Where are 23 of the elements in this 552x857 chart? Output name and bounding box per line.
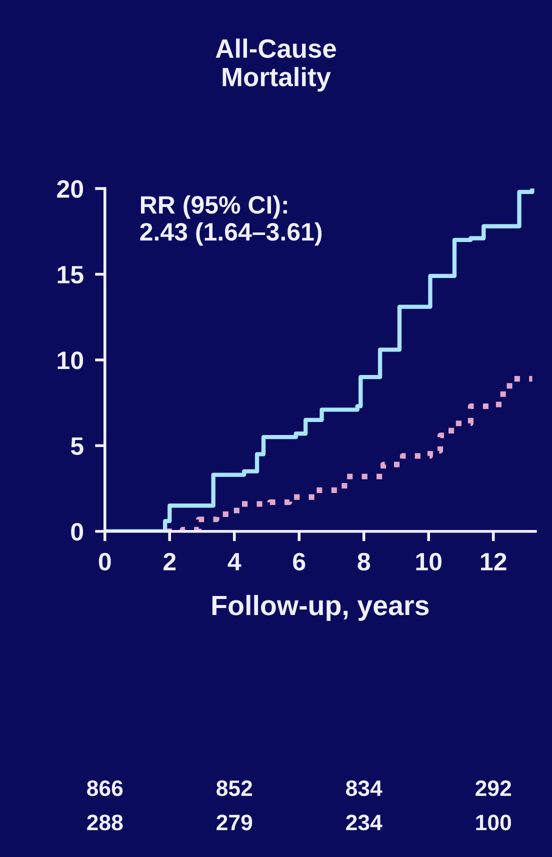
x-tick-label: 12 bbox=[481, 552, 506, 570]
annotation: RR (95% CI): 2.43 (1.64–3.61) bbox=[140, 195, 322, 246]
x-axis-title: Follow-up, years bbox=[212, 594, 429, 621]
chart-title: All-Cause Mortality bbox=[216, 38, 336, 92]
x-tick-label: 10 bbox=[416, 552, 442, 571]
y-tick-label: 15 bbox=[58, 266, 84, 284]
y-tick-label: 10 bbox=[58, 352, 84, 370]
x-tick-label: 6 bbox=[293, 552, 306, 571]
y-tick-label: 20 bbox=[57, 180, 84, 198]
text: 100 bbox=[476, 814, 511, 830]
text: 852 bbox=[216, 780, 252, 796]
x-tick-label: 8 bbox=[358, 552, 370, 571]
x-tick-label: 4 bbox=[228, 553, 242, 570]
text: 279 bbox=[216, 814, 252, 830]
text: 292 bbox=[476, 780, 512, 796]
text: 288 bbox=[87, 814, 123, 830]
x-tick-label: 2 bbox=[164, 552, 176, 570]
text: 866 bbox=[87, 780, 123, 796]
y-tick-label: 0 bbox=[71, 522, 84, 541]
text: 834 bbox=[346, 780, 382, 796]
x-tick-label: 0 bbox=[98, 552, 111, 571]
y-tick-label: 5 bbox=[70, 438, 84, 455]
text: 234 bbox=[346, 814, 382, 830]
